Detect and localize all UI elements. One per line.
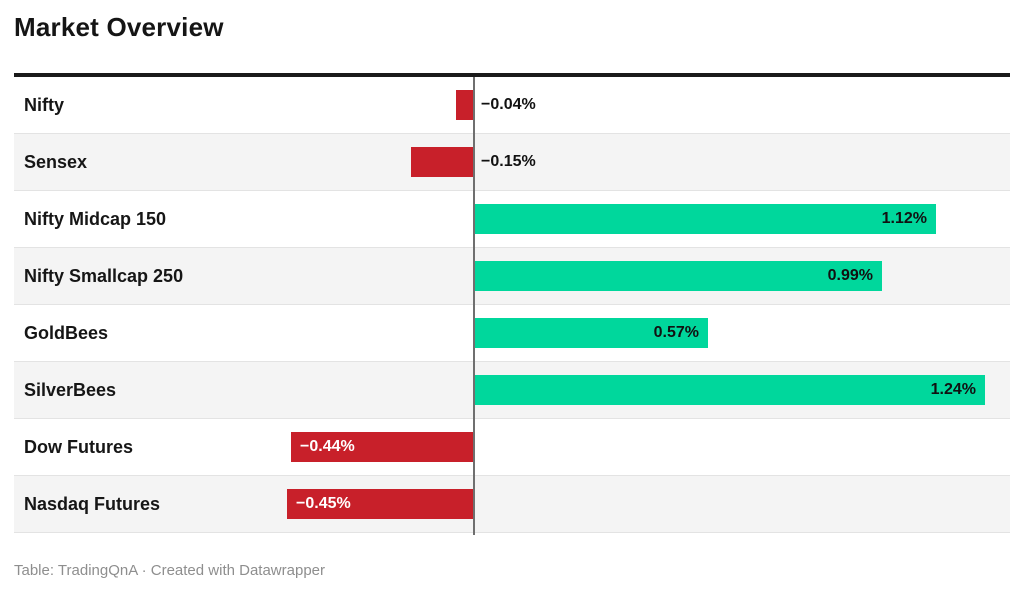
page-title: Market Overview <box>14 12 224 42</box>
bar-value-label: −0.15% <box>481 153 536 170</box>
bar-value-label: −0.45% <box>296 495 351 512</box>
source-credit: Table: TradingQnA · Created with Datawra… <box>14 562 325 579</box>
row-label: Nifty Smallcap 250 <box>24 266 184 286</box>
chart-row: Nifty Smallcap 250 0.99% <box>14 248 1010 305</box>
chart-row: Sensex −0.15% <box>14 134 1010 191</box>
value-bar <box>473 204 936 234</box>
chart-row: Dow Futures −0.44% <box>14 419 1010 476</box>
chart-row: GoldBees 0.57% <box>14 305 1010 362</box>
bar-chart: Nifty −0.04% Sensex −0.15% Nifty Midcap … <box>14 77 1010 535</box>
chart-row: Nifty −0.04% <box>14 77 1010 134</box>
row-label: SilverBees <box>24 380 117 400</box>
bar-value-label: −0.44% <box>300 438 355 455</box>
chart-row: Nasdaq Futures −0.45% <box>14 476 1010 533</box>
baseline-axis <box>473 77 475 535</box>
row-label: Nasdaq Futures <box>24 494 161 514</box>
value-bar <box>287 489 473 519</box>
bar-value-label: 0.57% <box>653 324 699 341</box>
row-label: Sensex <box>24 152 88 172</box>
header-divider <box>14 73 1010 77</box>
value-bar <box>291 432 473 462</box>
bar-value-label: 0.99% <box>827 267 873 284</box>
bar-value-label: 1.24% <box>930 381 976 398</box>
value-bar <box>473 318 708 348</box>
value-bar <box>411 147 473 177</box>
value-bar <box>473 375 985 405</box>
chart-row: Nifty Midcap 150 1.12% <box>14 191 1010 248</box>
bar-value-label: −0.04% <box>481 96 536 113</box>
bar-value-label: 1.12% <box>881 210 927 227</box>
row-label: GoldBees <box>24 323 109 343</box>
value-bar <box>456 90 473 120</box>
row-label: Nifty <box>24 95 64 115</box>
row-label: Nifty Midcap 150 <box>24 209 167 229</box>
row-label: Dow Futures <box>24 437 134 457</box>
value-bar <box>473 261 882 291</box>
chart-row: SilverBees 1.24% <box>14 362 1010 419</box>
